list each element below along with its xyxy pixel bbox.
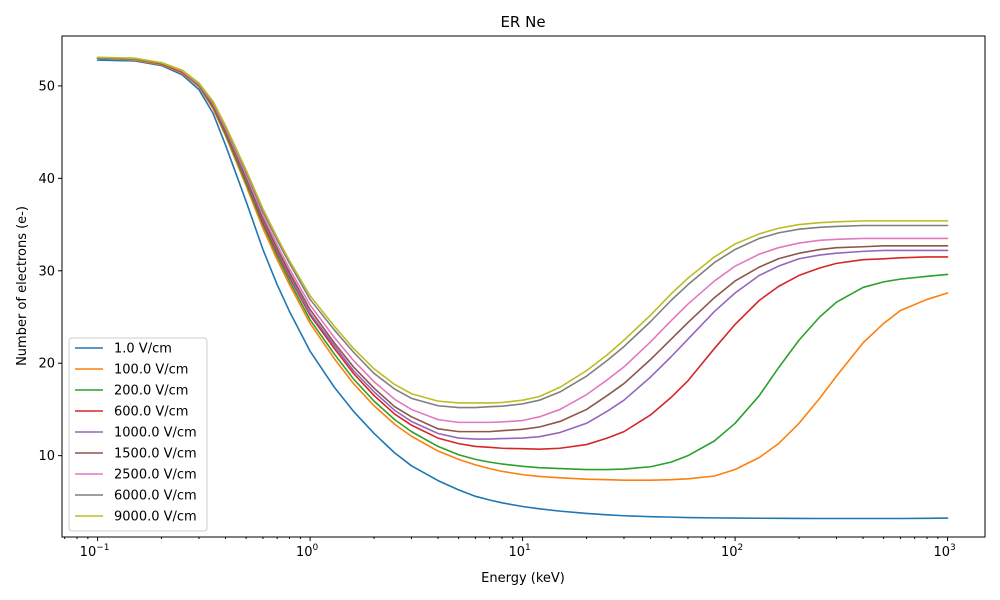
legend-label: 6000.0 V/cm [114, 489, 197, 504]
legend-label: 600.0 V/cm [114, 405, 188, 420]
series-line-5 [96, 57, 949, 440]
y-tick-label: 10 [38, 449, 55, 464]
plot-area [61, 35, 986, 538]
series-layer [96, 56, 949, 520]
x-tick-label: 101 [508, 543, 530, 560]
series-line-2 [96, 57, 949, 481]
legend-label: 9000.0 V/cm [114, 510, 197, 525]
series-line-8 [96, 57, 949, 409]
series-line-9 [96, 56, 949, 404]
x-tick-label: 102 [721, 543, 743, 560]
legend-label: 100.0 V/cm [114, 363, 188, 378]
y-tick-label: 30 [38, 264, 55, 279]
y-tick-label: 50 [38, 79, 55, 94]
legend-items: 1.0 V/cm 100.0 V/cm 200.0 V/cm 600.0 V/cm 10… [75, 342, 197, 525]
legend-label: 200.0 V/cm [114, 384, 188, 399]
legend-label: 1.0 V/cm [114, 342, 172, 357]
series-line-3 [96, 57, 949, 471]
y-tick-label: 20 [38, 357, 55, 372]
legend-box [68, 337, 208, 532]
y-tick-label: 40 [38, 172, 55, 187]
series-line-7 [96, 57, 949, 424]
chart-title: ER Ne [500, 13, 545, 31]
legend: 1.0 V/cm 100.0 V/cm 200.0 V/cm 600.0 V/cm 10… [68, 337, 208, 532]
series-line-4 [96, 57, 949, 450]
series-line-1 [96, 59, 949, 520]
x-axis-label: Energy (keV) [481, 571, 565, 586]
series-line-6 [96, 57, 949, 433]
legend-label: 1000.0 V/cm [114, 426, 197, 441]
x-axis: 10−1 100 101 102 103 [64, 537, 956, 560]
x-tick-label: 10−1 [80, 543, 110, 560]
legend-label: 2500.0 V/cm [114, 468, 197, 483]
y-axis: 10 20 30 40 50 [38, 79, 62, 464]
legend-label: 1500.0 V/cm [114, 447, 197, 462]
x-tick-label: 103 [933, 543, 955, 560]
plot-frame [61, 35, 986, 538]
y-axis-label: Number of electrons (e-) [15, 206, 30, 366]
x-tick-label: 100 [296, 543, 319, 560]
